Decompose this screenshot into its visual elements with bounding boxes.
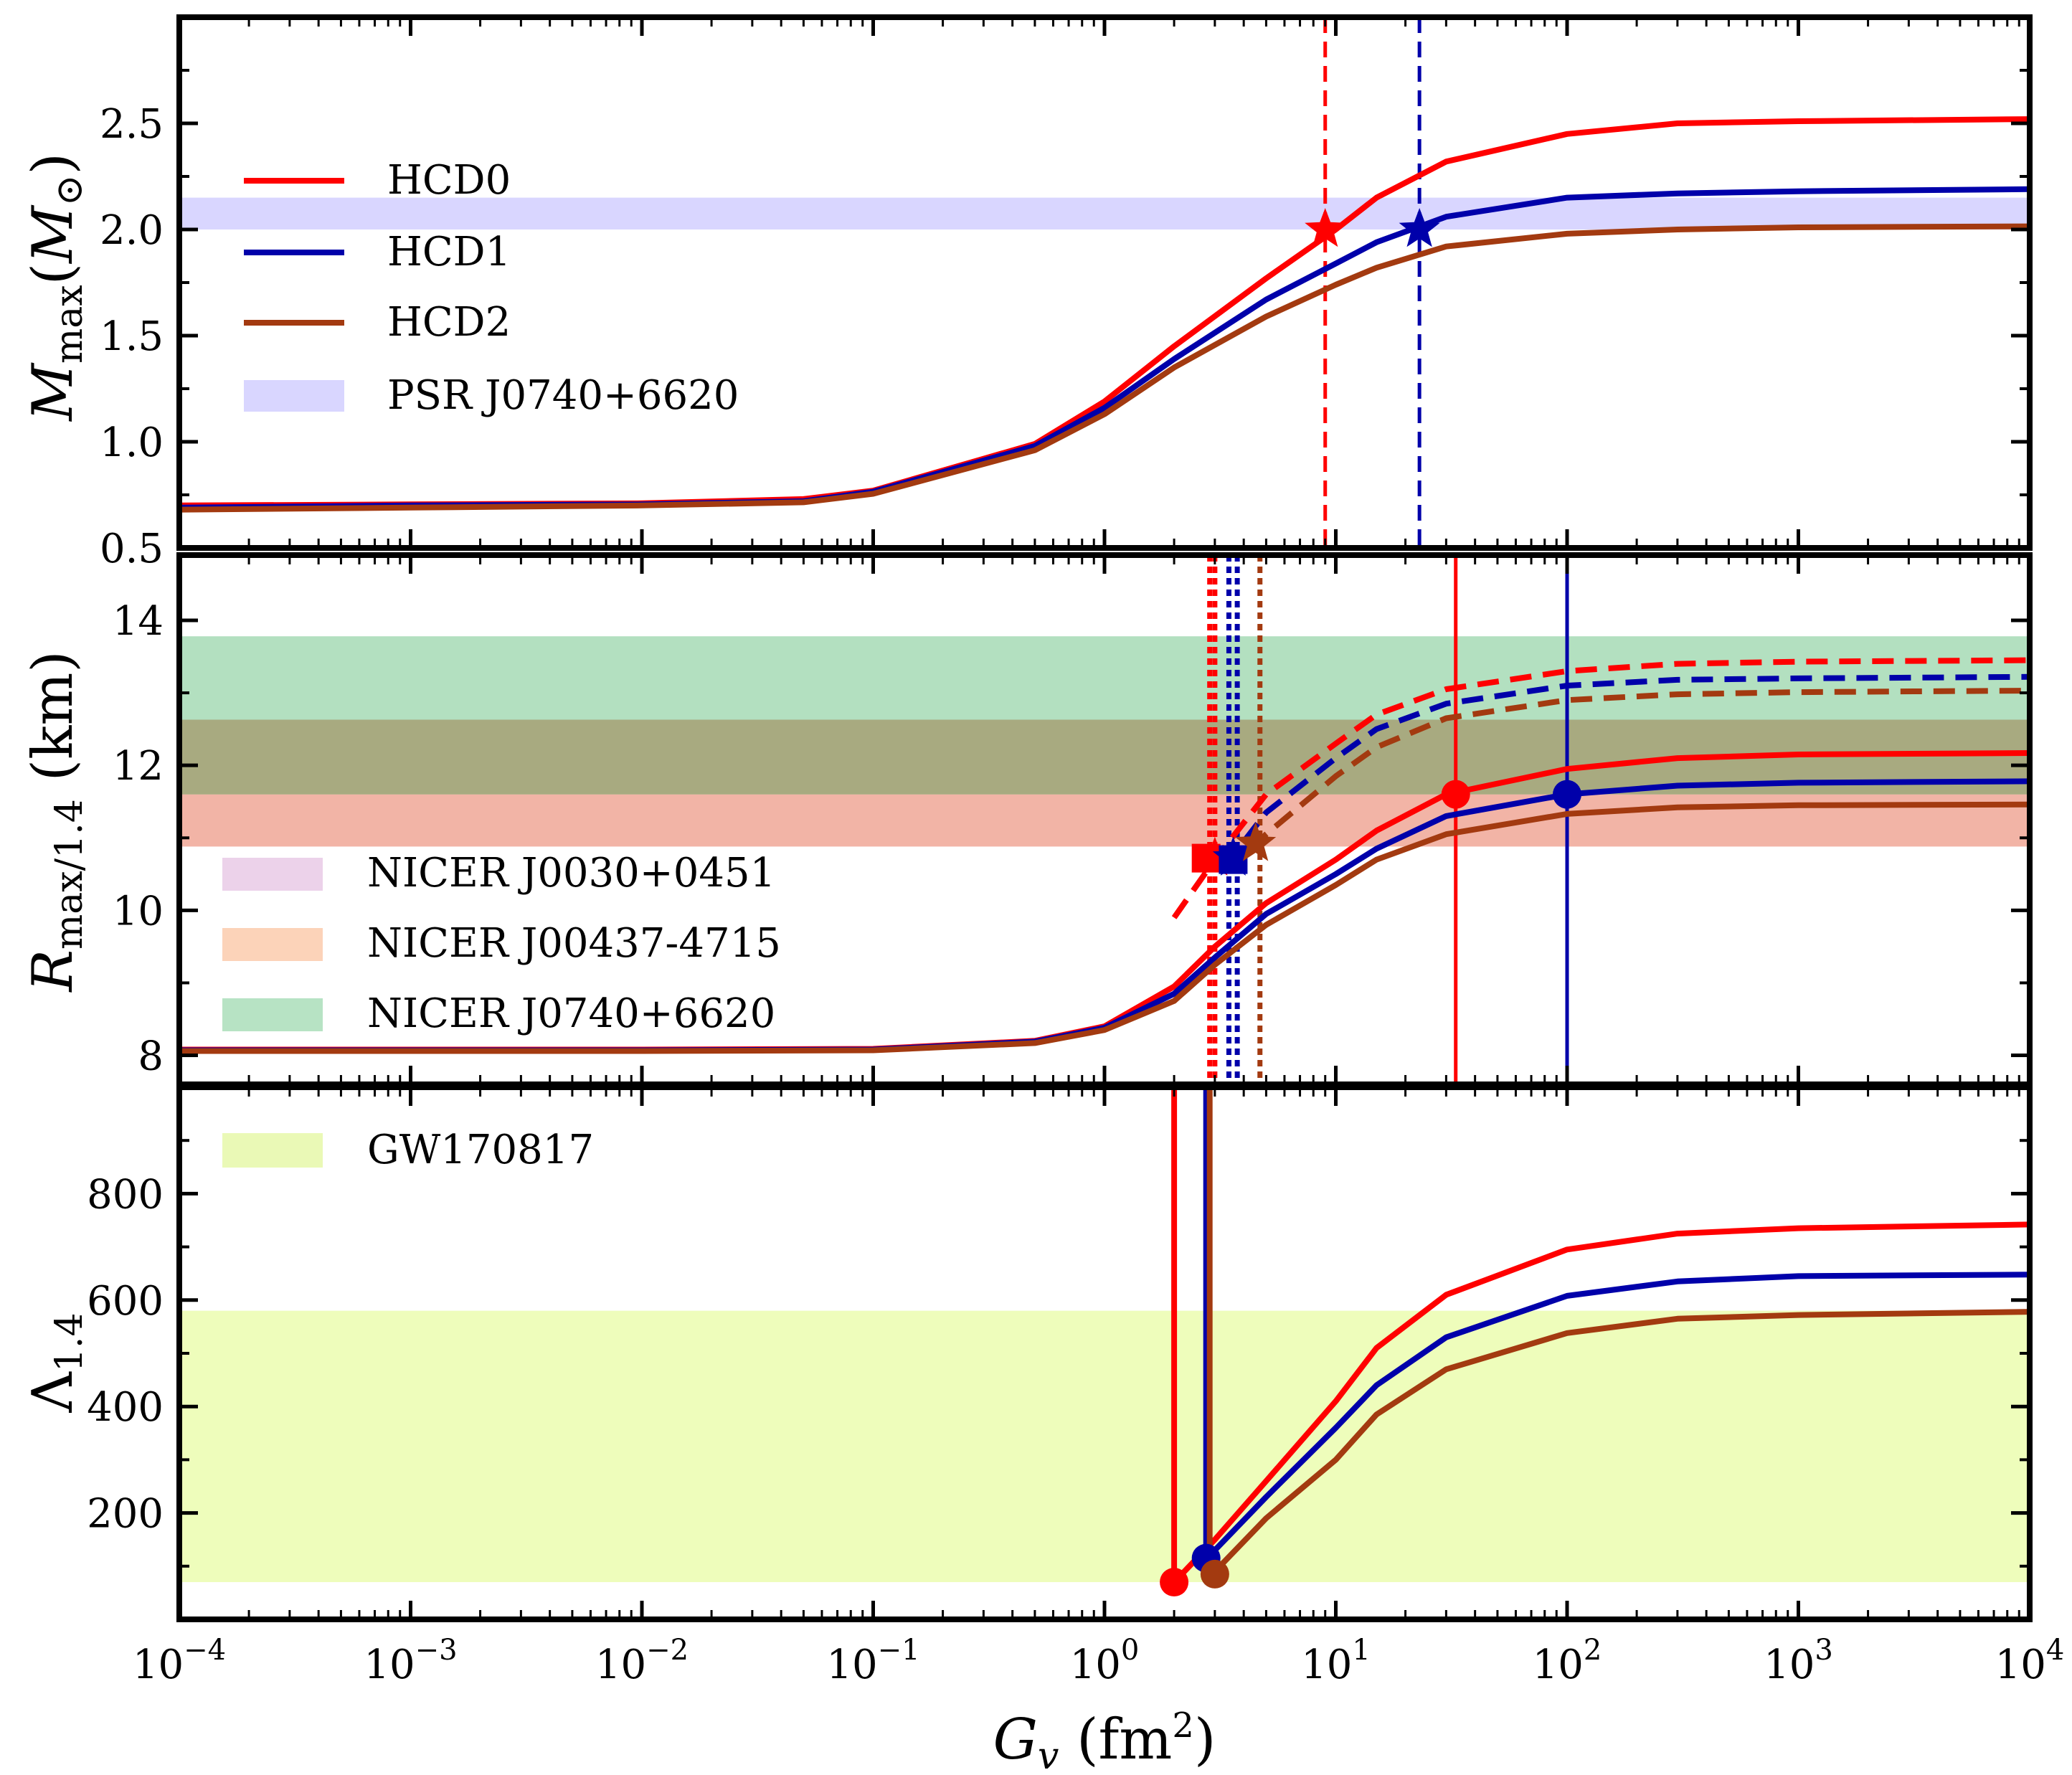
y-tick-label: 2.0 bbox=[100, 207, 164, 254]
series-hcd2 bbox=[179, 801, 2030, 1054]
y-tick-label: 1.0 bbox=[100, 420, 164, 466]
y-tick-label: 14 bbox=[113, 598, 164, 645]
y-axis-title-radius: Rmax/1.4 (km) bbox=[21, 650, 91, 993]
x-axis-title: Gv (fm2) bbox=[993, 1705, 1216, 1775]
legend-label-gw170817: GW170817 bbox=[367, 1127, 594, 1173]
marker-star-hcd0-0 bbox=[1305, 208, 1346, 247]
band-psr-j0740-6620 bbox=[179, 197, 2030, 229]
marker-star-hcd1-1 bbox=[1399, 208, 1440, 247]
legend-label-hcd2: HCD2 bbox=[387, 299, 511, 346]
x-tick-label: 10−4 bbox=[133, 1634, 226, 1688]
panel-lambda: 200 400 600 800 GW170817 bbox=[87, 1084, 2033, 1622]
legend-patch-j0740 bbox=[222, 998, 323, 1031]
series-hcd2-dashed bbox=[1249, 688, 2030, 851]
legend-label-hcd0: HCD0 bbox=[387, 157, 511, 204]
y-axis-title-lambda: Λ1.4 bbox=[21, 1312, 91, 1413]
series-hcd2 bbox=[179, 223, 2030, 513]
marker-circle-hcd2-2 bbox=[1200, 1559, 1229, 1589]
x-tick-label: 103 bbox=[1764, 1634, 1833, 1688]
y-tick-label: 2.5 bbox=[100, 101, 164, 148]
x-tick-label: 104 bbox=[1995, 1634, 2065, 1688]
legend-patch-j0030 bbox=[222, 858, 323, 891]
x-tick-label: 10−2 bbox=[595, 1634, 689, 1688]
legend-label-j0030: NICER J0030+0451 bbox=[367, 850, 775, 896]
y-tick-label: 8 bbox=[138, 1033, 164, 1080]
legend-radius: NICER J0030+0451 NICER J00437-4715 NICER… bbox=[222, 850, 781, 1037]
legend-patch-psr bbox=[244, 380, 344, 412]
marker-circle-hcd1-1 bbox=[1553, 780, 1581, 809]
x-tick-label: 10−3 bbox=[364, 1634, 457, 1688]
series-hcd0-dashed bbox=[1171, 657, 2030, 919]
y-tick-label: 12 bbox=[113, 743, 164, 790]
panel-radius: 8 10 12 14 NICER J0030+0451 NICER J00437-47… bbox=[113, 552, 2033, 1087]
y-tick-label: 200 bbox=[87, 1491, 164, 1538]
legend-label-hcd1: HCD1 bbox=[387, 229, 511, 275]
y-tick-label: 400 bbox=[87, 1384, 164, 1431]
y-tick-label: 800 bbox=[87, 1171, 164, 1218]
legend-patch-j00437 bbox=[222, 928, 323, 961]
y-tick-label: 0.5 bbox=[100, 526, 164, 572]
y-tick-label: 10 bbox=[113, 888, 164, 934]
axes-frame-top bbox=[176, 14, 2033, 551]
panel-mmax: 0.5 1.0 1.5 2.0 2.5 HCD0 HCD1 HCD2 PSR J0740… bbox=[100, 14, 2033, 572]
marker-circle-hcd0-0 bbox=[1441, 780, 1470, 809]
x-tick-label: 101 bbox=[1301, 1634, 1371, 1688]
x-tick-labels: 10−4 10−3 10−2 10−1 100 101 102 103 104 bbox=[133, 1634, 2064, 1688]
legend-mmax: HCD0 HCD1 HCD2 PSR J0740+6620 bbox=[244, 157, 739, 419]
marker-star-hcd0-3 bbox=[1194, 836, 1236, 876]
y-axis-title-mmax: Mmax(M⊙) bbox=[21, 153, 91, 422]
marker-circle-hcd0-0 bbox=[1160, 1568, 1189, 1597]
legend-label-j00437: NICER J00437-4715 bbox=[367, 920, 781, 967]
x-tick-label: 102 bbox=[1533, 1634, 1602, 1688]
series-hcd1-dashed bbox=[1222, 673, 2030, 869]
marker-star-hcd1-5 bbox=[1212, 836, 1254, 876]
x-tick-label: 100 bbox=[1070, 1634, 1140, 1688]
legend-lambda: GW170817 bbox=[222, 1127, 594, 1173]
marker-star-hcd2-6 bbox=[1235, 822, 1277, 861]
legend-label-j0740: NICER J0740+6620 bbox=[367, 990, 775, 1037]
y-tick-label: 600 bbox=[87, 1278, 164, 1325]
legend-label-psr: PSR J0740+6620 bbox=[387, 372, 739, 419]
band-gw170817 bbox=[179, 1310, 2030, 1583]
y-tick-label: 1.5 bbox=[100, 313, 164, 360]
x-tick-label: 10−1 bbox=[826, 1634, 919, 1688]
legend-patch-gw170817 bbox=[222, 1133, 323, 1168]
